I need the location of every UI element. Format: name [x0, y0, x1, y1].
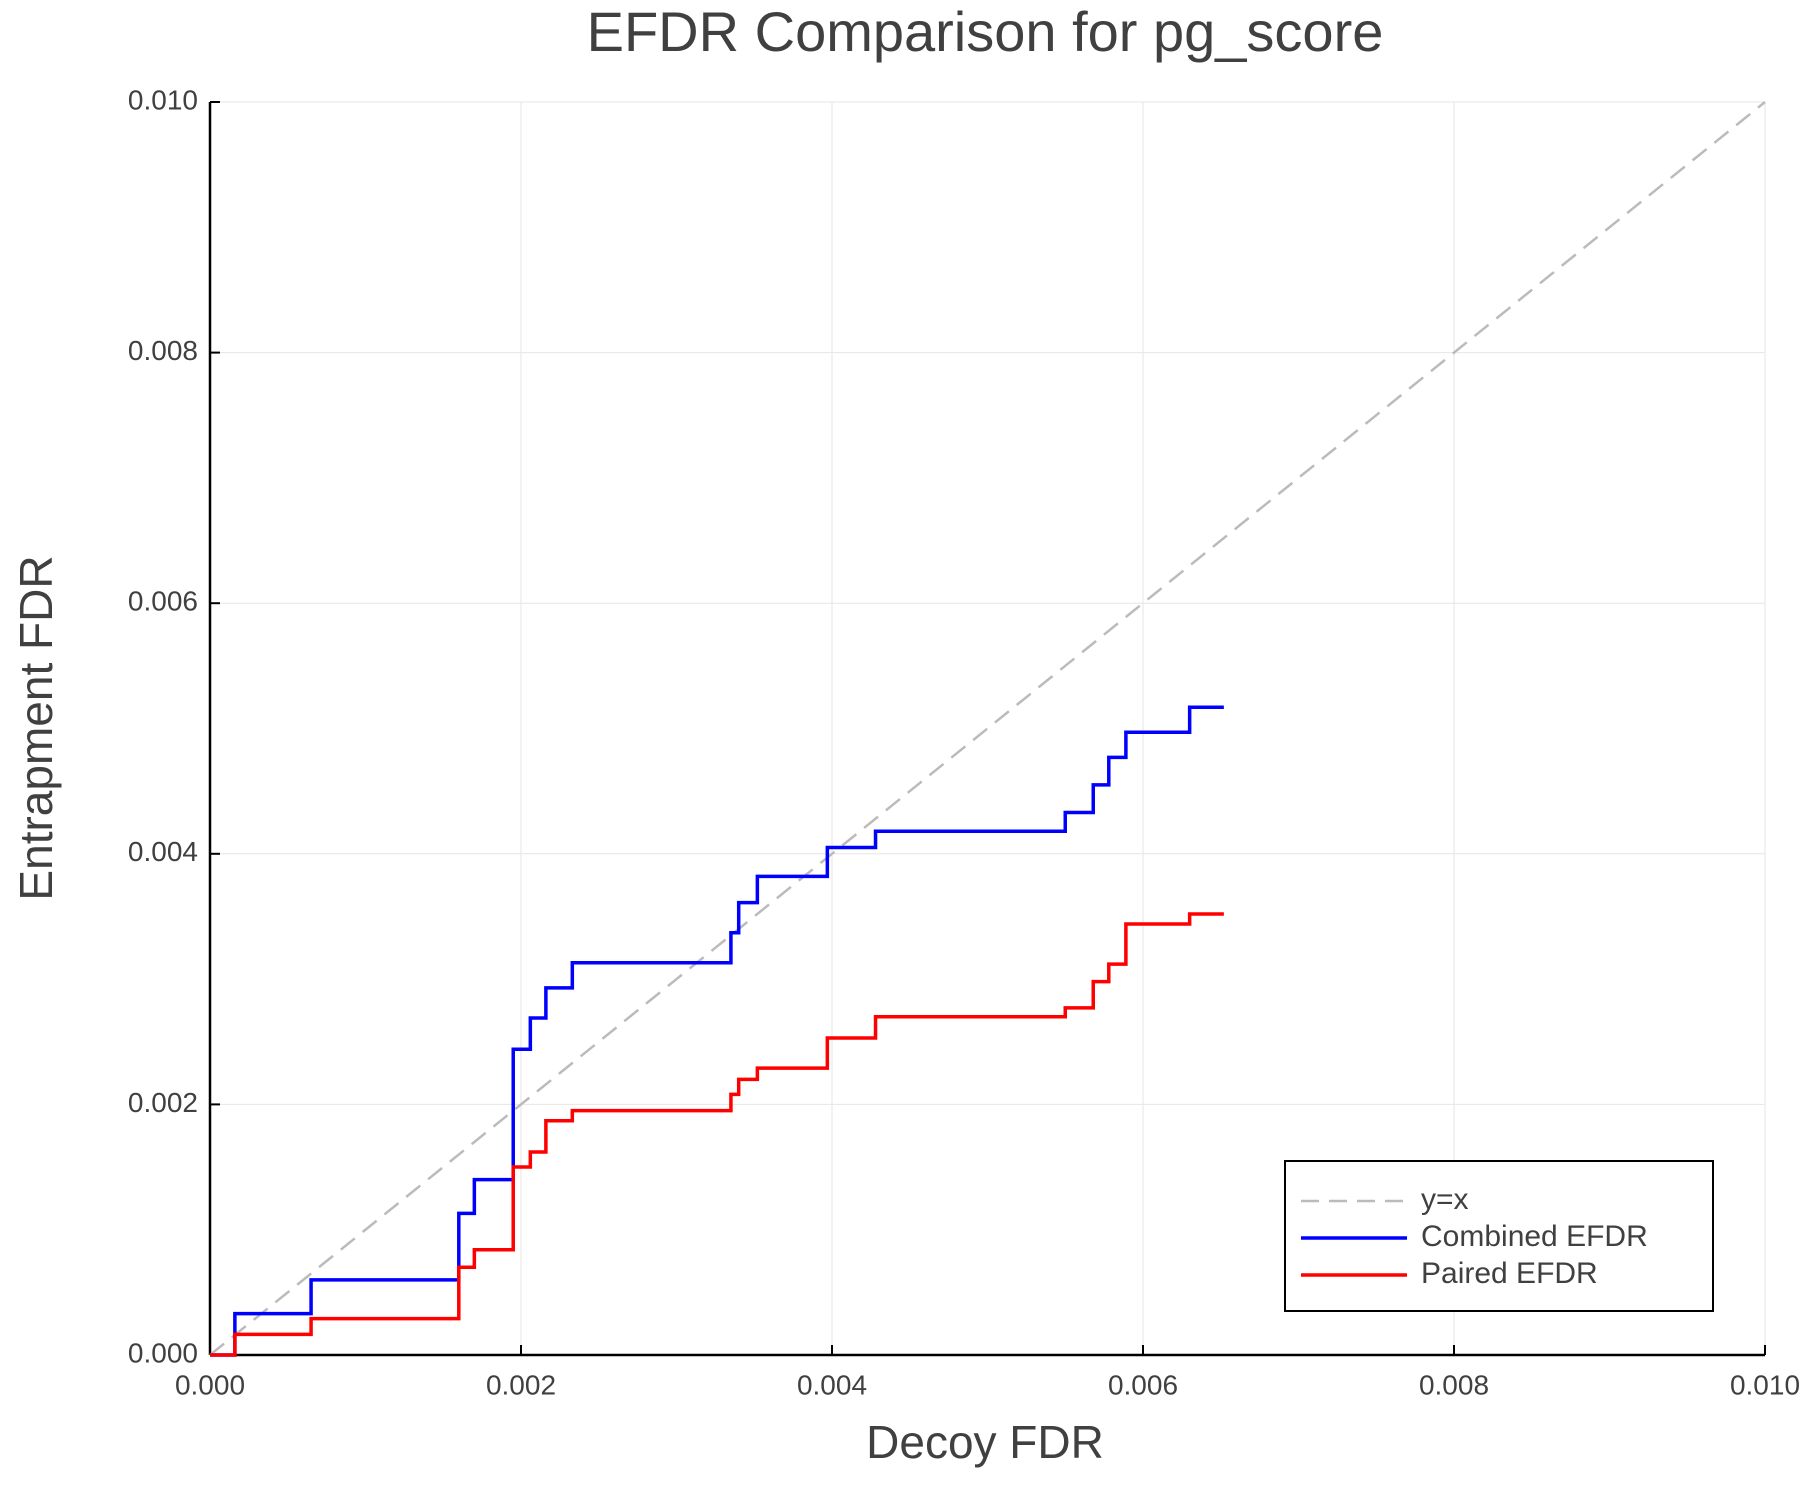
x-tick-label: 0.006	[1108, 1369, 1178, 1400]
y-tick-label: 0.002	[128, 1087, 198, 1118]
series-line	[209, 101, 1766, 1356]
y-tick-label: 0.008	[128, 335, 198, 366]
series-line	[210, 912, 1224, 1357]
x-tick-label: 0.004	[797, 1369, 867, 1400]
legend-label: y=x	[1421, 1183, 1469, 1216]
y-axis-label: Entrapment FDR	[10, 555, 62, 900]
y-tick-label: 0.000	[128, 1337, 198, 1368]
x-tick-label: 0.008	[1419, 1369, 1489, 1400]
y-tick-label: 0.004	[128, 836, 198, 867]
chart-title: EFDR Comparison for pg_score	[587, 0, 1384, 63]
x-tick-label: 0.000	[175, 1369, 245, 1400]
x-tick-label: 0.002	[486, 1369, 556, 1400]
legend: y=x Combined EFDR Paired EFDR	[1284, 1160, 1714, 1312]
legend-box	[1284, 1160, 1714, 1312]
legend-label: Paired EFDR	[1421, 1257, 1598, 1290]
y-tick-label: 0.006	[128, 586, 198, 617]
y-tick-label: 0.010	[128, 84, 198, 115]
x-tick-label: 0.010	[1730, 1369, 1800, 1400]
legend-label: Combined EFDR	[1421, 1220, 1648, 1253]
x-axis-label: Decoy FDR	[866, 1416, 1104, 1468]
series-line	[210, 705, 1224, 1357]
